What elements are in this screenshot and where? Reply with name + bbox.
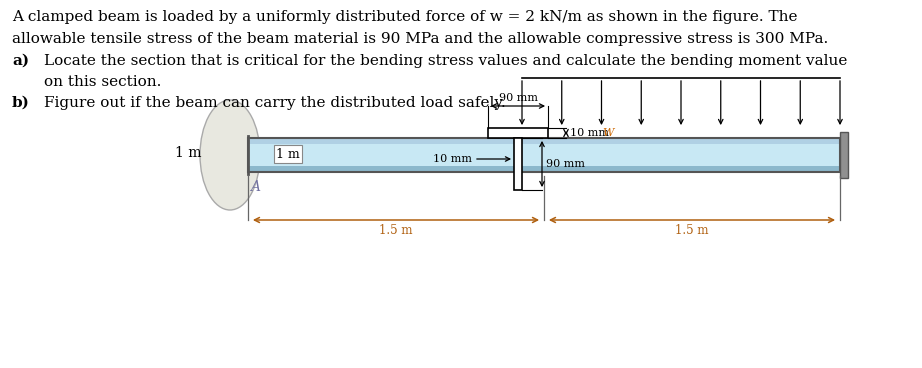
Bar bbox=[248, 166, 840, 172]
Bar bbox=[840, 132, 848, 178]
Text: b): b) bbox=[12, 96, 30, 110]
Text: A clamped beam is loaded by a uniformly distributed force of w = 2 kN/m as shown: A clamped beam is loaded by a uniformly … bbox=[12, 10, 798, 24]
Text: Locate the section that is critical for the bending stress values and calculate : Locate the section that is critical for … bbox=[44, 54, 847, 68]
Text: 1.5 m: 1.5 m bbox=[379, 224, 413, 237]
Ellipse shape bbox=[200, 100, 260, 210]
Text: Figure out if the beam can carry the distributed load safely.: Figure out if the beam can carry the dis… bbox=[44, 96, 506, 110]
Bar bbox=[488, 128, 548, 138]
Text: 1.5 m: 1.5 m bbox=[675, 224, 709, 237]
Text: 90 mm: 90 mm bbox=[546, 159, 585, 169]
Text: on this section.: on this section. bbox=[44, 75, 161, 89]
Text: 90 mm: 90 mm bbox=[499, 93, 538, 103]
Bar bbox=[248, 144, 840, 166]
Text: allowable tensile stress of the beam material is 90 MPa and the allowable compre: allowable tensile stress of the beam mat… bbox=[12, 32, 828, 46]
Bar bbox=[248, 138, 840, 172]
Text: 10 mm: 10 mm bbox=[433, 154, 472, 164]
Bar bbox=[248, 138, 840, 144]
Text: a): a) bbox=[12, 54, 30, 68]
Text: 10 mm: 10 mm bbox=[570, 128, 609, 138]
Bar bbox=[514, 138, 522, 190]
Text: W: W bbox=[602, 128, 613, 138]
Text: 1 m: 1 m bbox=[175, 146, 201, 160]
Text: A: A bbox=[250, 180, 260, 194]
Text: 1 m: 1 m bbox=[276, 148, 300, 160]
